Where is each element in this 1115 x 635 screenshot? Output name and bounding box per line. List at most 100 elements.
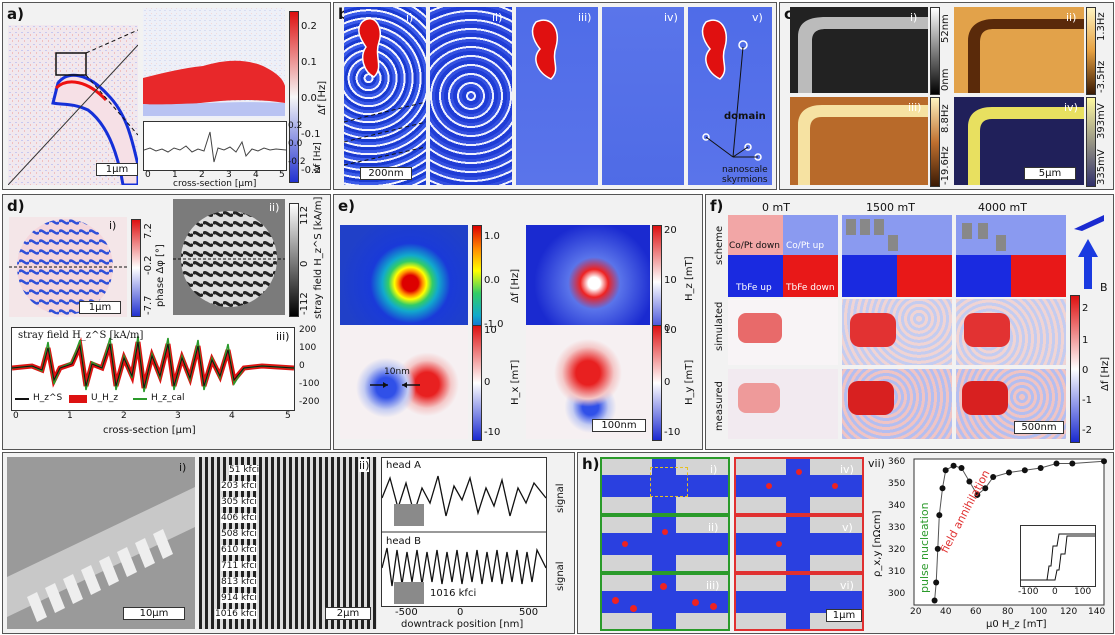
panel-d-xtick: 5	[285, 411, 291, 421]
panel-c-sub-1: i)	[910, 11, 918, 24]
data-point	[1069, 460, 1076, 467]
panel-a-scale-bar: 1µm	[96, 163, 138, 176]
data-point	[933, 579, 940, 586]
data-point	[939, 485, 946, 492]
panel-f-layer-label: Co/Pt up	[786, 241, 825, 251]
panel-a-cb-tick-4: -0.1	[301, 129, 321, 140]
panel-d: d) 1µm i) 7.2 -0.2 -7.7 phase Δφ [°]	[2, 194, 331, 450]
panel-d-ytick: -100	[299, 379, 320, 389]
data-point	[974, 491, 981, 498]
panel-e-image-3: 10nm	[340, 325, 468, 439]
panel-h-sub-5: v)	[842, 521, 853, 534]
panel-e-bar4-label: H_y [mT]	[684, 359, 695, 405]
panel-g-image-2: ii) 51 kfci 203 kfci 305 kfci 406 kfci 5…	[199, 457, 377, 629]
panel-e-colorbar-1	[472, 225, 482, 339]
panel-e-bar4-tick: 0	[664, 377, 671, 388]
panel-h-ytick: 320	[888, 545, 906, 555]
panel-f-field-0: 0 mT	[762, 201, 790, 214]
panel-h-sub-1: i)	[710, 463, 718, 476]
panel-f-row-simulated: simulated	[714, 301, 725, 351]
data-point	[958, 464, 965, 471]
panel-c-colorbar-1	[930, 7, 940, 95]
panel-d-colorbar-1	[131, 219, 141, 317]
panel-g-head-b: head B	[386, 536, 422, 547]
panel-c-image-3	[790, 97, 928, 185]
panel-d-bar2-label: stray field H_z^S [kA/m]	[313, 196, 324, 319]
data-point	[1021, 467, 1028, 474]
panel-h-xtick: 120	[1060, 607, 1078, 617]
panel-a-inset-xtick: 3	[226, 170, 232, 180]
panel-d-xlabel: cross-section [µm]	[103, 425, 196, 436]
panel-h-sub-3: iii)	[706, 579, 720, 592]
panel-b-domain-label: domain	[724, 111, 766, 122]
panel-h-xtick: 140	[1088, 607, 1106, 617]
panel-c-bar3-top: 8.8Hz	[940, 104, 951, 133]
panel-a-cb-tick-1: 0.2	[301, 21, 317, 32]
panel-h-xtick: 60	[970, 607, 982, 617]
panel-c-bar2-bottom: -3.5Hz	[1096, 60, 1107, 93]
panel-e-bar2-tick: 10	[664, 275, 677, 286]
panel-e-colorbar-3	[472, 325, 482, 441]
panel-c-colorbar-4	[1086, 97, 1096, 187]
panel-h-xtick: 100	[1030, 607, 1048, 617]
panel-b-sub-5: v)	[752, 11, 763, 24]
panel-f-bar-tick: -1	[1082, 395, 1092, 406]
panel-h: h) i) ii) iii) iv) v) vi) 1µm vii)	[577, 452, 1114, 634]
panel-f-scale-bar: 500nm	[1014, 421, 1064, 434]
panel-h-sub-7: vii)	[868, 457, 885, 470]
panel-a-inset-xtick: 4	[253, 170, 259, 180]
panel-h-image-1: i)	[600, 457, 730, 515]
panel-g-xlabel: downtrack position [nm]	[401, 619, 524, 630]
legend-label-3: H_z_cal	[151, 393, 185, 403]
panel-g-inset-label: 1016 kfci	[430, 588, 477, 599]
panel-e-colorbar-4	[652, 325, 662, 441]
panel-e-bar1-tick: 0.0	[484, 275, 500, 286]
panel-b-sub-4: iv)	[664, 11, 678, 24]
panel-d-colorbar-2	[289, 203, 299, 317]
panel-d-ytick: 200	[299, 325, 317, 335]
panel-e-annotation: 10nm	[384, 367, 410, 377]
panel-d-image-1: 1µm	[9, 217, 127, 317]
panel-e-colorbar-2	[652, 225, 662, 339]
panel-d-plot: stray field H_z^S [kA/m] iii)	[11, 327, 295, 411]
panel-g-head-a: head A	[386, 460, 421, 471]
data-point	[931, 597, 938, 604]
panel-e-bar2-tick: 0	[664, 323, 671, 334]
data-point	[934, 545, 941, 552]
panel-d-label: d)	[7, 197, 25, 215]
panel-h-image-4: iv)	[734, 457, 864, 515]
panel-g-density-list: 51 kfci 203 kfci 305 kfci 406 kfci 508 k…	[207, 463, 277, 629]
panel-c-sub-4: iv)	[1064, 101, 1078, 114]
panel-h-image-2: ii)	[600, 515, 730, 573]
panel-b-image-3	[516, 7, 598, 185]
density-label: 1016 kfci	[215, 609, 257, 619]
panel-b-sub-1: i)	[406, 11, 414, 24]
data-point	[1037, 464, 1044, 471]
panel-a-inset-tick-2: 0.0	[288, 139, 303, 149]
panel-b-image-4	[602, 7, 684, 185]
panel-h-label: h)	[582, 455, 600, 473]
panel-f-row-scheme: scheme	[714, 225, 725, 265]
panel-d-image-2	[173, 199, 285, 315]
data-point	[1006, 469, 1012, 476]
panel-g-scale-bar-1: 10µm	[123, 607, 185, 620]
panel-f-b-arrow	[1074, 215, 1104, 289]
density-label: 51 kfci	[229, 465, 260, 475]
panel-b: b) 200nm i) ii) iii) iv) v) doma	[333, 2, 777, 190]
panel-a-cb-tick-3: 0.0	[301, 93, 317, 104]
panel-h-inset-xtick: 100	[1074, 587, 1092, 597]
panel-h-image-3: iii)	[600, 573, 730, 631]
panel-a-inset-tick-3: -0.2	[288, 157, 306, 167]
panel-c-image-1	[790, 7, 928, 93]
panel-c-scale-bar: 5µm	[1024, 167, 1076, 180]
panel-f-bar-tick: -2	[1082, 425, 1092, 436]
panel-b-image-5	[688, 7, 772, 185]
panel-g-image-1: i) 10µm	[7, 457, 195, 629]
panel-h-image-6: vi) 1µm	[734, 573, 864, 631]
panel-a-inset-xtick: 1	[172, 170, 178, 180]
panel-g: g) i) 10µm ii) 51 kfci 203 kfci 305 kfci…	[2, 452, 575, 634]
panel-f: f) 0 mT 1500 mT 4000 mT scheme simulated…	[705, 194, 1114, 450]
panel-e-bar4-tick: -10	[664, 427, 681, 438]
panel-c-bar1-top: 52nm	[940, 14, 951, 43]
panel-d-bar1-label: phase Δφ [°]	[155, 244, 166, 307]
